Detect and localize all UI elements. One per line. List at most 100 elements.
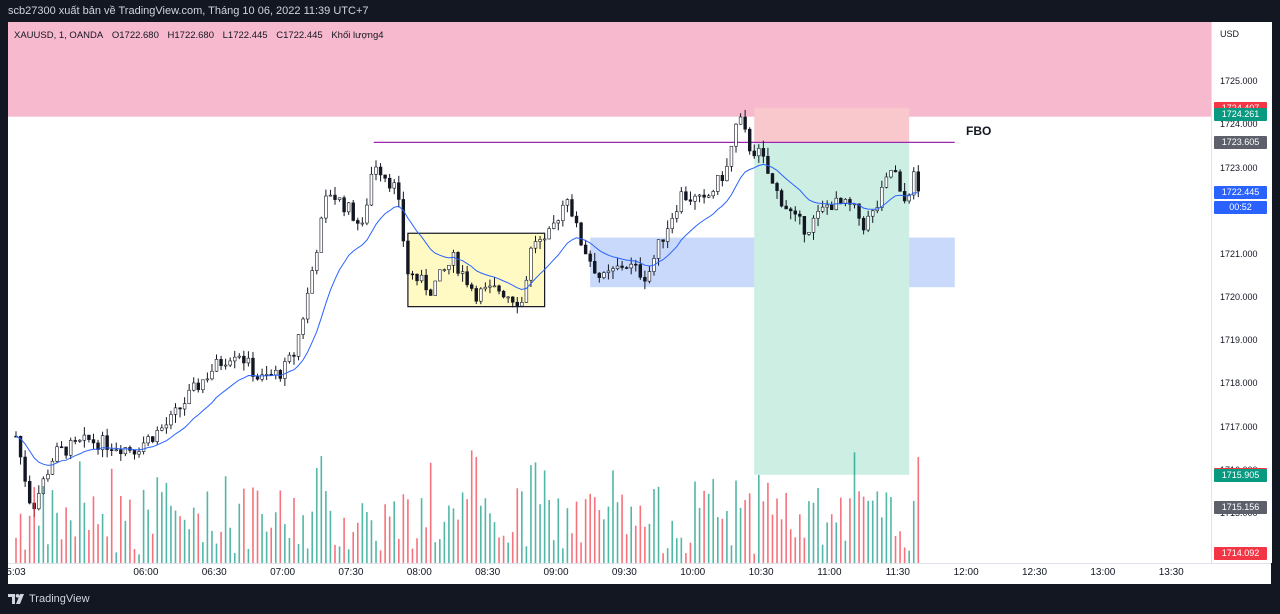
volume-bar bbox=[808, 501, 810, 563]
candle-body bbox=[78, 439, 82, 442]
candle-body bbox=[333, 194, 337, 200]
volume-bar bbox=[812, 502, 815, 563]
volume-bar bbox=[138, 554, 140, 563]
time-scale[interactable] bbox=[8, 563, 1271, 585]
volume-bar bbox=[51, 490, 54, 563]
volume-bar bbox=[739, 507, 742, 563]
candle-body bbox=[424, 274, 428, 291]
candle-body bbox=[369, 173, 374, 206]
volume-bar bbox=[575, 501, 578, 563]
volume-bar bbox=[689, 542, 692, 563]
candle-body bbox=[570, 199, 574, 217]
volume-bar bbox=[129, 499, 131, 563]
price-label[interactable]: 1723.605 bbox=[1214, 136, 1267, 150]
volume-bar bbox=[539, 504, 541, 563]
candle-body bbox=[433, 280, 437, 296]
candle-body bbox=[807, 232, 811, 235]
symbol-legend: XAUUSD, 1, OANDA O1722.680 H1722.680 L17… bbox=[14, 30, 390, 41]
candle-body bbox=[866, 215, 870, 231]
candle-body bbox=[160, 427, 164, 431]
candle-body bbox=[55, 446, 59, 462]
volume-bar bbox=[42, 486, 45, 563]
volume-bar bbox=[780, 519, 783, 563]
volume-bar bbox=[206, 491, 209, 563]
volume-bar bbox=[680, 537, 683, 563]
time-tick-label: 09:30 bbox=[611, 567, 637, 578]
volume-bar bbox=[161, 492, 163, 563]
candle-body bbox=[483, 286, 488, 290]
volume-bar bbox=[489, 513, 491, 563]
candle-body bbox=[237, 355, 241, 358]
volume-bar bbox=[748, 493, 751, 563]
candle-body bbox=[415, 273, 419, 282]
price-tick-label: 1724.000 bbox=[1220, 119, 1258, 130]
volume-bar bbox=[903, 547, 906, 563]
candle-body bbox=[18, 435, 23, 458]
price-tick-label: 1720.000 bbox=[1220, 292, 1258, 302]
candle-body bbox=[410, 273, 415, 276]
candle-body bbox=[725, 166, 729, 182]
price-label[interactable]: 1715.905 bbox=[1214, 468, 1267, 482]
volume-bar bbox=[78, 461, 81, 563]
time-tick-label: 06:00 bbox=[133, 567, 159, 578]
volume-bar bbox=[179, 516, 181, 563]
candle-body bbox=[501, 290, 506, 298]
volume-bar bbox=[630, 506, 633, 563]
position-stop-zone[interactable] bbox=[754, 107, 910, 143]
candle-body bbox=[442, 269, 447, 271]
tradingview-logo[interactable]: TradingView bbox=[8, 593, 90, 605]
volume-bar bbox=[853, 452, 856, 563]
volume-bar bbox=[388, 516, 391, 563]
price-tick-label: 1725.000 bbox=[1220, 76, 1258, 87]
candle-body bbox=[661, 239, 665, 242]
price-label[interactable]: 1715.156 bbox=[1214, 501, 1267, 515]
volume-bar bbox=[411, 548, 414, 563]
candle-body bbox=[720, 174, 725, 182]
price-label[interactable]: 1724.261 bbox=[1214, 108, 1267, 122]
volume-bar bbox=[698, 507, 701, 563]
legend-high: H1722.680 bbox=[167, 30, 214, 41]
candle-body bbox=[401, 199, 406, 242]
price-label[interactable]: 1714.092 bbox=[1214, 547, 1267, 561]
candle-body bbox=[861, 217, 866, 231]
volume-bar bbox=[224, 476, 227, 563]
candle-body bbox=[342, 197, 346, 213]
candle-body bbox=[91, 439, 96, 444]
volume-bar bbox=[439, 539, 441, 563]
candle-body bbox=[378, 166, 383, 176]
volume-bar bbox=[279, 490, 282, 563]
candle-body bbox=[210, 370, 214, 380]
candle-body bbox=[173, 407, 178, 415]
price-scale-currency: USD bbox=[1220, 29, 1240, 39]
price-tick-label: 1718.000 bbox=[1220, 378, 1258, 389]
volume-bar bbox=[894, 535, 897, 563]
volume-bar bbox=[174, 510, 177, 563]
candle-body bbox=[893, 170, 898, 173]
candle-body bbox=[520, 301, 524, 307]
volume-bar bbox=[147, 509, 149, 563]
candle-body bbox=[679, 191, 684, 212]
candle-body bbox=[711, 191, 715, 197]
candle-body bbox=[146, 436, 150, 444]
candle-body bbox=[201, 379, 205, 391]
candle-body bbox=[310, 270, 314, 294]
volume-bar bbox=[97, 524, 99, 563]
volume-bar bbox=[110, 468, 113, 563]
volume-bar bbox=[657, 486, 660, 563]
candle-body bbox=[178, 407, 182, 410]
price-chart[interactable] bbox=[8, 22, 1211, 563]
candle-body bbox=[278, 369, 283, 379]
candle-body bbox=[383, 174, 387, 179]
candle-body bbox=[428, 289, 433, 296]
volume-bar bbox=[881, 517, 883, 563]
volume-bar bbox=[821, 544, 824, 563]
volume-bar bbox=[366, 511, 368, 563]
time-tick-label: 13:00 bbox=[1090, 567, 1116, 578]
price-label[interactable]: 1722.445 bbox=[1214, 186, 1267, 200]
volume-bar bbox=[580, 542, 582, 563]
volume-bar bbox=[817, 487, 819, 563]
candle-body bbox=[356, 220, 360, 224]
volume-bar bbox=[261, 514, 263, 563]
candle-body bbox=[857, 203, 861, 219]
price-label[interactable]: 00:52 bbox=[1214, 201, 1267, 215]
